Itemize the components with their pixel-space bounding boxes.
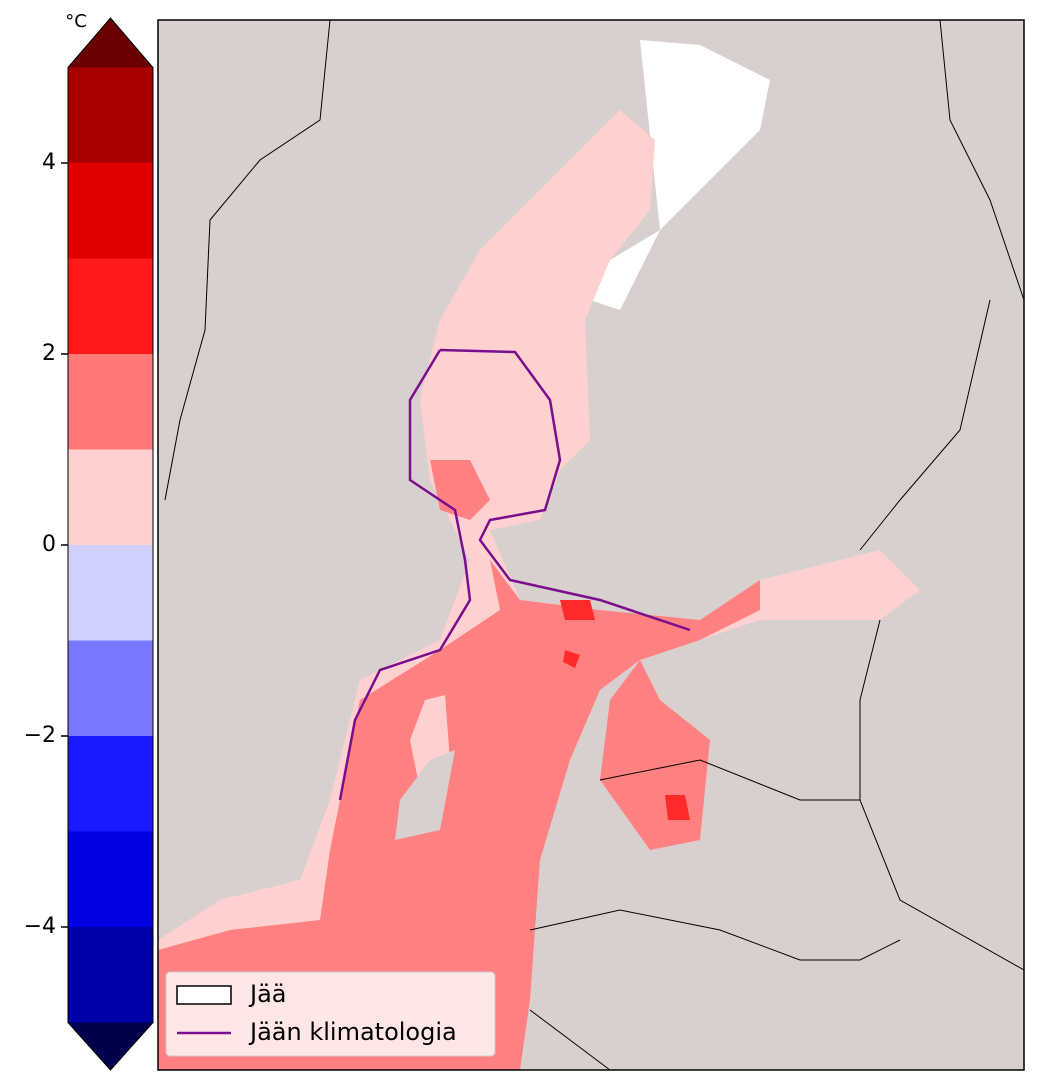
colorbar-segment [68, 258, 153, 354]
legend: Jää Jään klimatologia [165, 971, 496, 1057]
colorbar-outline [67, 17, 154, 1071]
ice-climatology-line [338, 348, 691, 801]
legend-swatch [176, 985, 232, 1005]
colorbar-segment [68, 449, 153, 545]
colorbar-extend-min [68, 1022, 153, 1070]
colorbar-segment [68, 831, 153, 927]
colorbar: °C −4 −2 0 2 4 [24, 11, 154, 1071]
map [157, 19, 1025, 1071]
colorbar-tick-label: −2 [24, 723, 56, 748]
colorbar-segment [68, 67, 153, 163]
colorbar-extend-max [68, 18, 153, 68]
colorbar-segment [68, 640, 153, 736]
legend-box [165, 971, 496, 1057]
colorbar-unit: °C [65, 11, 87, 32]
colorbar-segment [68, 354, 153, 450]
colorbar-segment [68, 736, 153, 832]
colorbar-tick-label: 0 [42, 532, 56, 557]
sea-warm [430, 460, 490, 520]
map-frame [157, 19, 1025, 1071]
legend-label: Jään klimatologia [248, 1018, 457, 1046]
colorbar-tick-label: −4 [24, 914, 56, 939]
island [395, 750, 455, 840]
sea-hot [560, 600, 690, 820]
colorbar-segment [68, 545, 153, 641]
border [164, 19, 1025, 1071]
colorbar-tick-label: 2 [42, 341, 56, 366]
colorbar-segment [68, 163, 153, 259]
colorbar-segment [68, 927, 153, 1023]
sea-warm [158, 560, 760, 1070]
legend-label: Jää [248, 980, 287, 1008]
colorbar-tick-label: 4 [42, 150, 56, 175]
ice [590, 40, 770, 310]
